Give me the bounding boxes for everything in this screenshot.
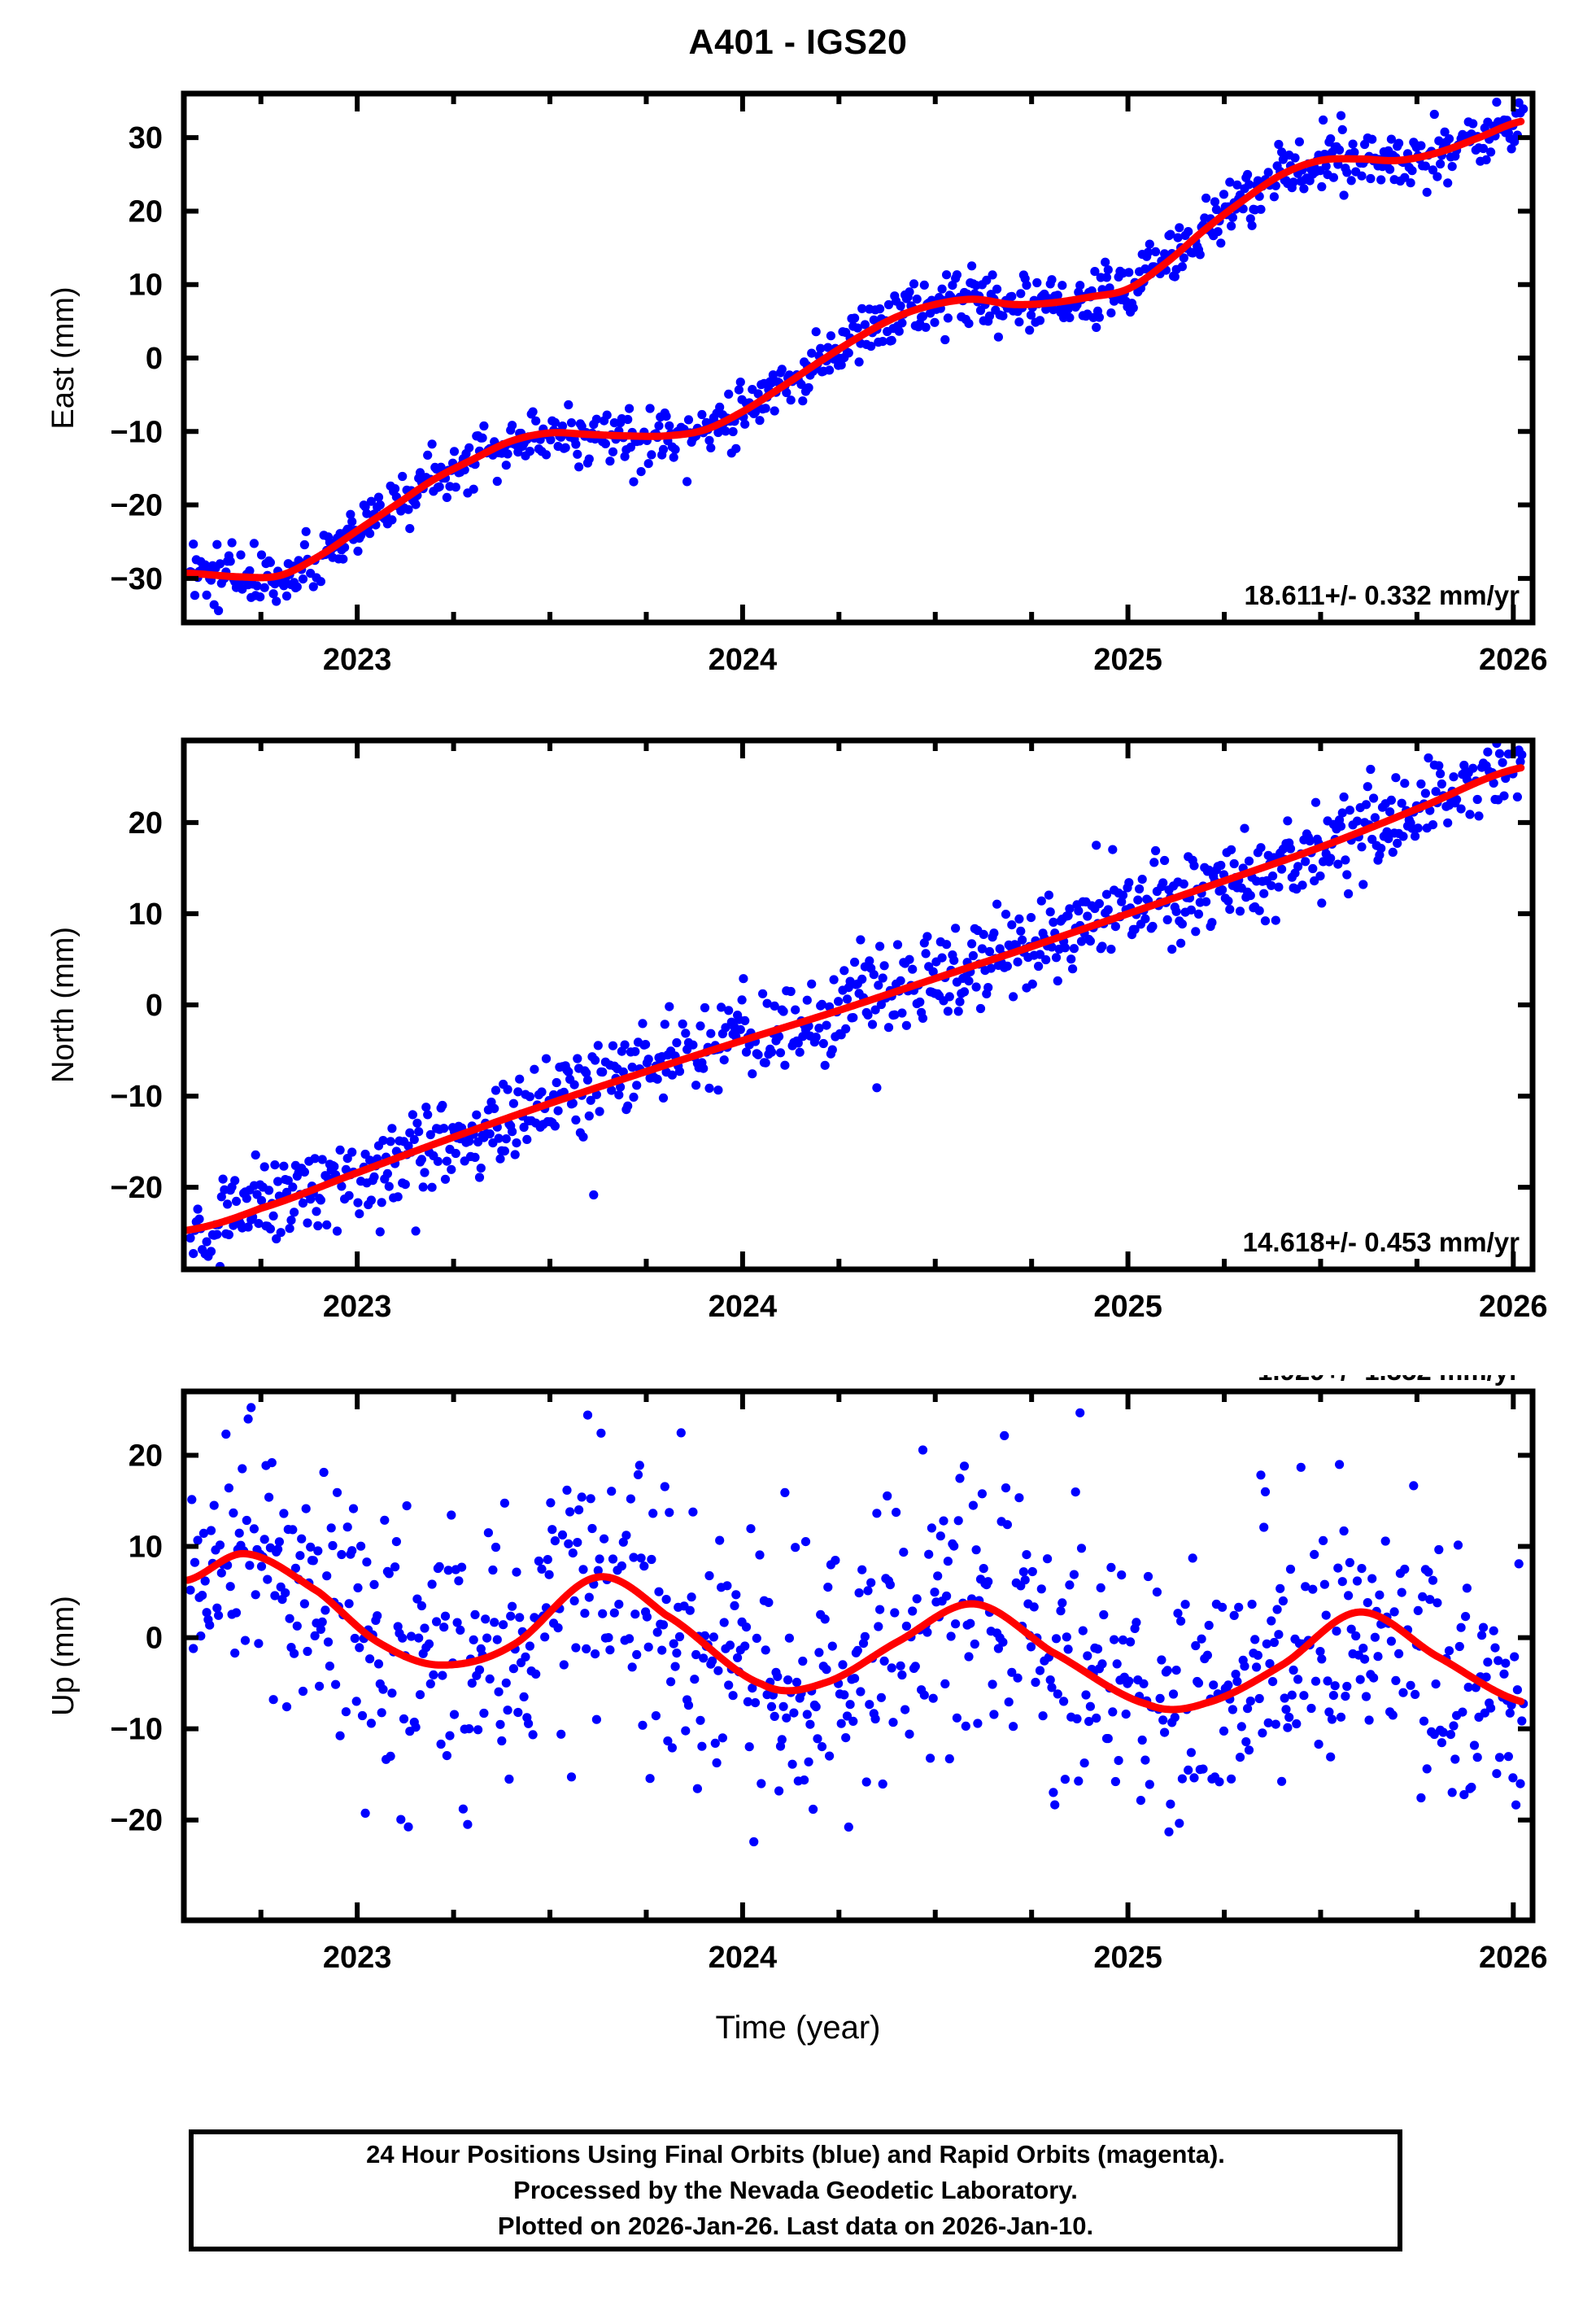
x-tick-label: 2025 [1093,1941,1162,1969]
y-axis-title: North (mm) [46,927,81,1083]
x-axis-title: Time (year) [715,2010,881,2046]
axes-frame [181,1388,1536,1924]
footer-line-3: Plotted on 2026-Jan-26. Last data on 202… [497,2212,1094,2240]
x-tick-label: 2025 [1093,643,1162,671]
data-area [184,740,1527,1269]
y-tick-label: 10 [129,898,163,932]
page-title: A401 - IGS20 [688,23,908,62]
y-tick-label: 0 [146,989,163,1023]
scatter-points [185,740,1527,1269]
x-tick-label: 2026 [1479,1941,1548,1969]
x-tick-label: 2024 [709,1290,778,1318]
y-axis-title: East (mm) [46,286,81,429]
x-tick-label: 2023 [323,1941,392,1969]
data-area [184,1403,1528,1847]
y-tick-label: 10 [129,1531,163,1565]
y-tick-label: 20 [129,806,163,841]
x-tick-label: 2024 [709,643,778,671]
footer-line-2: Processed by the Nevada Geodetic Laborat… [513,2175,1078,2204]
y-tick-label: 20 [129,194,163,229]
y-tick-label: 30 [129,121,163,155]
x-tick-label: 2025 [1093,1290,1162,1318]
x-tick-label: 2026 [1479,1290,1548,1318]
y-tick-label: 0 [146,1622,163,1656]
y-tick-label: −30 [111,562,163,596]
panel-up: −20 −10 0 10 20 2023 2024 2025 2026 Up (mm) -1.929… [46,1375,1548,1969]
rate-annotation: 18.611+/- 0.332 mm/yr [1244,580,1520,610]
footer-line-1: 24 Hour Positions Using Final Orbits (bl… [366,2139,1225,2168]
x-tick-label: 2024 [709,1941,778,1969]
trend-line [184,764,1525,1234]
x-tick-label: 2023 [323,643,392,671]
scatter-points [185,98,1528,616]
y-tick-label: −10 [111,1080,163,1114]
scatter-points [185,1403,1528,1847]
y-tick-label: −10 [111,1713,163,1747]
x-tick-label: 2023 [323,1290,392,1318]
y-tick-label: −20 [111,1171,163,1205]
rate-annotation: -1.929+/- 1.352 mm/yr [1249,1375,1520,1386]
panel-east: −30 −20 −10 0 10 20 30 2023 2024 2025 2026 East (mm… [46,90,1548,671]
y-tick-label: −20 [111,1804,163,1838]
y-tick-label: 0 [146,342,163,376]
data-area [184,98,1528,616]
footer-caption-box: 24 Hour Positions Using Final Orbits (bl… [189,2129,1402,2251]
y-axis-title: Up (mm) [46,1596,81,1716]
y-tick-label: 20 [129,1439,163,1473]
panel-north: −20 −10 0 10 20 2023 2024 2025 2026 North (mm) 14.… [46,737,1548,1318]
x-tick-label: 2026 [1479,643,1548,671]
y-tick-label: −20 [111,489,163,523]
trend-line [184,1549,1525,1714]
y-tick-label: −10 [111,415,163,449]
y-tick-label: 10 [129,269,163,303]
rate-annotation: 14.618+/- 0.453 mm/yr [1243,1227,1520,1257]
trend-line [184,117,1525,582]
